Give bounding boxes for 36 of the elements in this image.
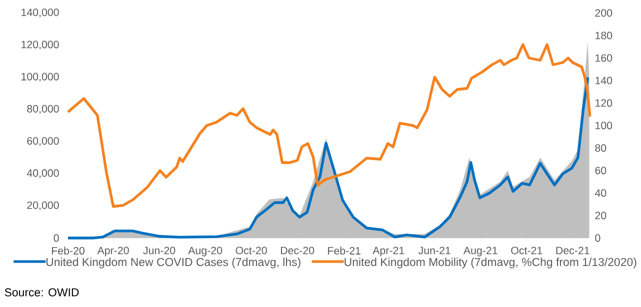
y-tick-label: 140,000 [22,8,59,18]
y2-tick-label: 200 [595,9,612,17]
line-series [66,43,592,208]
y2-tick-label: 20 [595,212,606,220]
x-tick-label: Aug-20 [188,246,222,256]
y-tick-label: 0 [54,234,59,242]
x-tick-label: Oct-20 [236,246,267,254]
y2-tick-label: 120 [596,99,612,107]
x-tick-label: Aug-21 [463,246,498,256]
line-series [66,76,590,240]
x-tick-label: Apr-20 [97,246,129,256]
y2-tick-label: 80 [595,144,606,152]
x-tick-label: Oct-21 [511,246,542,254]
y2-tick-label: 100 [596,122,612,130]
y-tick-label: 80,000 [27,105,59,114]
y-tick-label: 60,000 [27,137,59,146]
legend-label: United Kingdom New COVID Cases (7dmavg, lhs) [46,258,300,268]
source-note: Source: OWID [4,288,79,296]
x-tick-label: Dec-20 [281,246,314,254]
x-tick-label: Dec-21 [556,246,590,254]
y-tick-label: 120,000 [22,40,59,50]
x-tick-label: Feb-20 [52,246,84,255]
y-tick-label: 20,000 [27,201,59,210]
y2-tick-label: 140 [596,76,612,84]
legend-label: United Kingdom Mobility (7dmavg, %Chg from 1/13/2020) [344,258,636,268]
y2-tick-label: 60 [595,166,606,174]
y2-tick-label: 0 [595,234,600,242]
y2-tick-label: 160 [596,54,612,62]
x-tick-label: Feb-21 [328,246,360,255]
y2-tick-label: 40 [594,189,606,197]
x-tick-label: Jun-20 [143,246,176,254]
x-tick-label: Apr-21 [372,246,404,256]
y-tick-label: 40,000 [26,169,59,178]
x-tick-label: Jun-21 [418,246,450,254]
y2-tick-label: 180 [596,32,612,40]
y-tick-label: 100,000 [22,72,59,82]
